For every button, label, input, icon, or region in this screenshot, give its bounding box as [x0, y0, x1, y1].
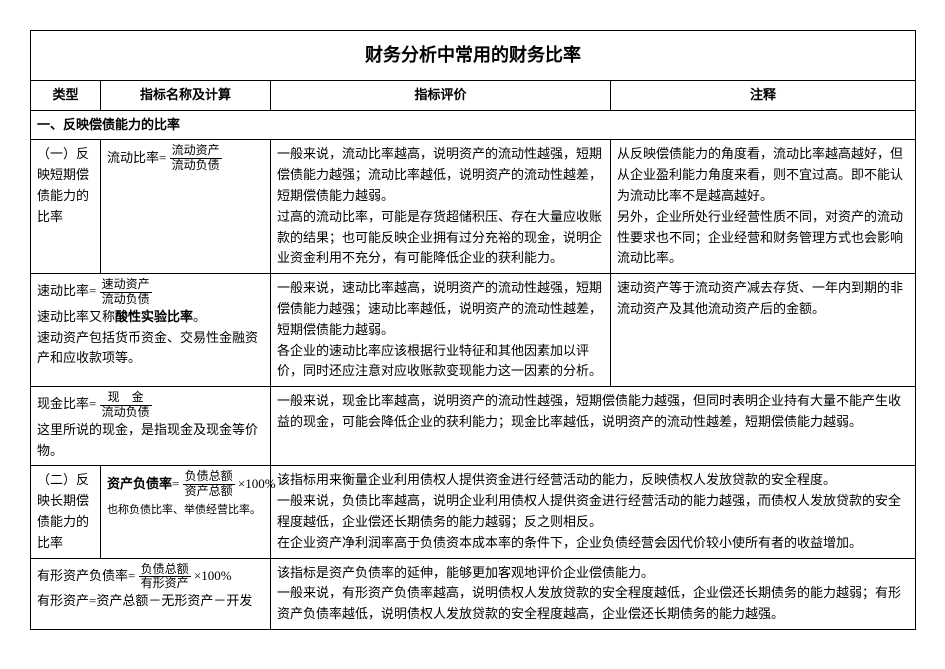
- row4-type: （二）反映长期偿债能力的比率: [31, 466, 101, 558]
- row5-pct: ×100%: [194, 568, 232, 583]
- col-header-formula: 指标名称及计算: [101, 80, 271, 110]
- section-header: 一、反映偿债能力的比率: [31, 110, 916, 140]
- row2-eval: 一般来说，速动比率越高，说明资产的流动性越强，短期偿债能力越强；速动比率越低，说…: [271, 274, 611, 387]
- row2-formula: 速动比率= 速动资产 流动负债 速动比率又称酸性实验比率。 速动资产包括货币资金…: [31, 274, 271, 387]
- denominator: 资产总额: [183, 485, 235, 499]
- row5-eval: 该指标是资产负债率的延伸，能够更加客观地评价企业偿债能力。 一般来说，有形资产负…: [271, 558, 916, 629]
- denominator: 流动负债: [100, 293, 152, 307]
- row4-eval: 该指标用来衡量企业利用债权人提供资金进行经营活动的能力，反映债权人发放贷款的安全…: [271, 466, 916, 558]
- row5-detail: 有形资产=资产总额－无形资产－开发: [37, 593, 252, 608]
- row2-detail: 速动资产包括货币资金、交易性金融资产和应收款项等。: [37, 330, 258, 366]
- fraction: 负债总额 资产总额: [183, 470, 235, 499]
- table-title: 财务分析中常用的财务比率: [31, 31, 916, 81]
- fraction: 速动资产 流动负债: [100, 278, 152, 307]
- row4-name: 资产负债率: [107, 476, 172, 491]
- col-header-note: 注释: [611, 80, 916, 110]
- row1-formula: 流动比率= 流动资产 流动负债: [101, 140, 271, 274]
- row1-name: 流动比率: [107, 150, 159, 165]
- row1-type: （一）反映短期偿债能力的比率: [31, 140, 101, 274]
- row1-note: 从反映偿债能力的角度看，流动比率越高越好，但从企业盈利能力角度来看，则不宜过高。…: [611, 140, 916, 274]
- row5-formula: 有形资产负债率= 负债总额 有形资产 ×100% 有形资产=资产总额－无形资产－…: [31, 558, 271, 629]
- numerator: 速动资产: [100, 278, 152, 293]
- row4-formula: 资产负债率= 负债总额 资产总额 ×100% 也称负债比率、举债经营比率。: [101, 466, 271, 558]
- fraction: 流动资产 流动负债: [170, 144, 222, 173]
- numerator: 现 金: [100, 391, 152, 406]
- row3-detail: 这里所说的现金，是指现金及现金等价物。: [37, 422, 258, 458]
- row2-name: 速动比率: [37, 283, 89, 298]
- row4-small: 也称负债比率、举债经营比率。: [107, 504, 261, 516]
- row3-eval: 一般来说，现金比率越高，说明资产的流动性越强，短期偿债能力越强，但同时表明企业持…: [271, 387, 916, 466]
- row3-formula: 现金比率= 现 金 流动负债 这里所说的现金，是指现金及现金等价物。: [31, 387, 271, 466]
- row2-aka-bold: 酸性实验比率: [115, 309, 193, 324]
- numerator: 流动资产: [170, 144, 222, 159]
- fraction: 负债总额 有形资产: [139, 563, 191, 592]
- fraction: 现 金 流动负债: [100, 391, 152, 420]
- row1-eval: 一般来说，流动比率越高，说明资产的流动性越强，短期偿债能力越强；流动比率越低，说…: [271, 140, 611, 274]
- row3-name: 现金比率: [37, 396, 89, 411]
- numerator: 负债总额: [139, 563, 191, 578]
- col-header-type: 类型: [31, 80, 101, 110]
- denominator: 流动负债: [100, 406, 152, 420]
- document: 财务分析中常用的财务比率 类型 指标名称及计算 指标评价 注释 一、反映偿债能力…: [30, 30, 915, 630]
- row5-name: 有形资产负债率: [37, 568, 128, 583]
- ratio-table: 财务分析中常用的财务比率 类型 指标名称及计算 指标评价 注释 一、反映偿债能力…: [30, 30, 916, 630]
- row2-aka-prefix: 速动比率又称: [37, 309, 115, 324]
- row4-pct: ×100%: [238, 476, 276, 491]
- numerator: 负债总额: [183, 470, 235, 485]
- denominator: 流动负债: [170, 159, 222, 173]
- denominator: 有形资产: [139, 577, 191, 591]
- col-header-eval: 指标评价: [271, 80, 611, 110]
- row2-note: 速动资产等于流动资产减去存货、一年内到期的非流动资产及其他流动资产后的金额。: [611, 274, 916, 387]
